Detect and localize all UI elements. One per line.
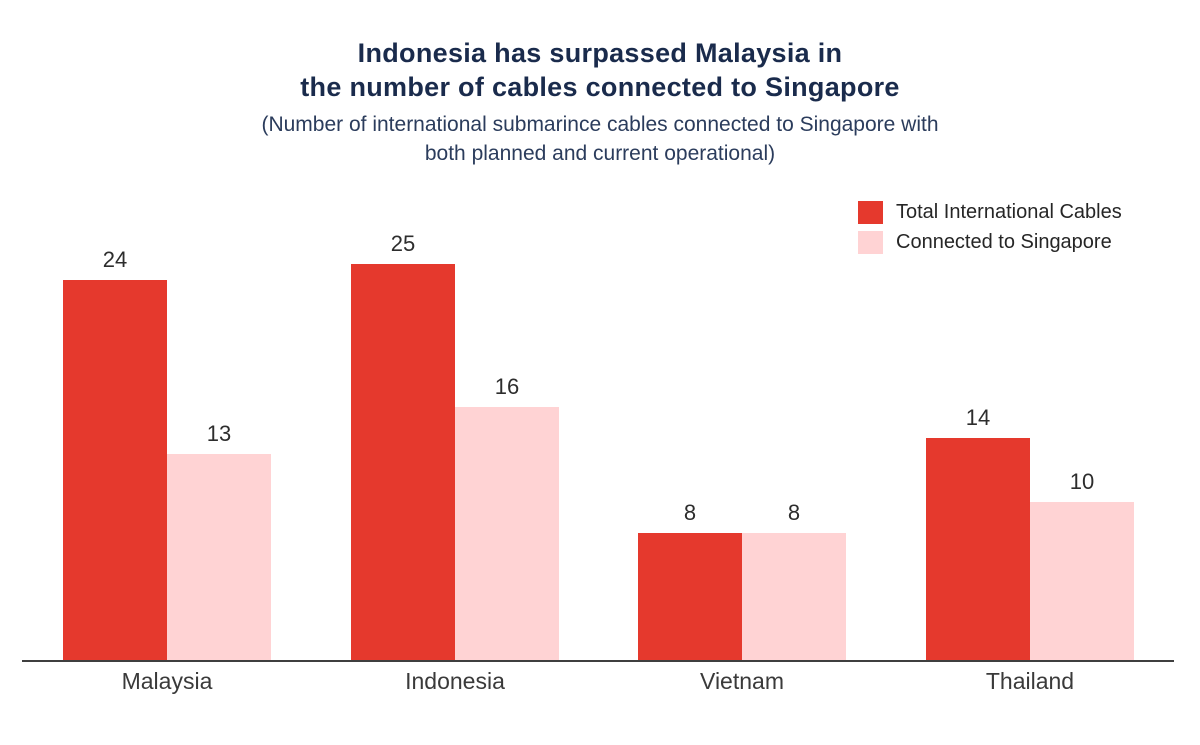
legend-swatch-pink xyxy=(858,230,883,254)
legend-swatch-red xyxy=(858,200,883,224)
bar-value-label-thailand-total: 14 xyxy=(965,405,991,430)
legend-label-connected-to-singapore: Connected to Singapore xyxy=(896,230,1112,253)
chart-title-line-1: Indonesia has surpassed Malaysia in xyxy=(357,38,843,68)
bar-indonesia-singapore xyxy=(455,407,559,660)
x-axis-line xyxy=(22,660,1174,662)
bar-value-label-thailand-singapore: 10 xyxy=(1069,469,1095,494)
category-label-thailand: Thailand xyxy=(985,668,1075,694)
bar-vietnam-total xyxy=(638,533,742,660)
bar-thailand-singapore xyxy=(1030,502,1134,660)
bar-value-label-indonesia-singapore: 16 xyxy=(494,374,520,399)
chart-header: Indonesia has surpassed Malaysia in the … xyxy=(0,36,1200,168)
bar-value-label-malaysia-singapore: 13 xyxy=(206,421,232,446)
bar-value-label-vietnam-singapore: 8 xyxy=(787,500,801,525)
chart-legend: Total International Cables Connected to … xyxy=(858,197,1122,257)
bar-value-label-malaysia-total: 24 xyxy=(102,247,128,272)
legend-item-total-international-cables: Total International Cables xyxy=(858,197,1122,227)
category-label-vietnam: Vietnam xyxy=(700,668,784,694)
bar-malaysia-total xyxy=(63,280,167,660)
category-label-malaysia: Malaysia xyxy=(121,668,213,694)
bar-thailand-total xyxy=(926,438,1030,660)
chart-subtitle-line-2: both planned and current operational) xyxy=(424,142,776,165)
chart-title-line-2: the number of cables connected to Singap… xyxy=(300,72,900,102)
bar-indonesia-total xyxy=(351,264,455,660)
legend-label-total-international-cables: Total International Cables xyxy=(896,200,1122,223)
category-label-indonesia: Indonesia xyxy=(405,668,505,694)
bar-malaysia-singapore xyxy=(167,454,271,660)
bar-value-label-vietnam-total: 8 xyxy=(683,500,697,525)
bar-value-label-indonesia-total: 25 xyxy=(390,231,416,256)
bar-vietnam-singapore xyxy=(742,533,846,660)
legend-item-connected-to-singapore: Connected to Singapore xyxy=(858,227,1122,257)
chart-subtitle-line-1: (Number of international submarince cabl… xyxy=(261,113,939,136)
